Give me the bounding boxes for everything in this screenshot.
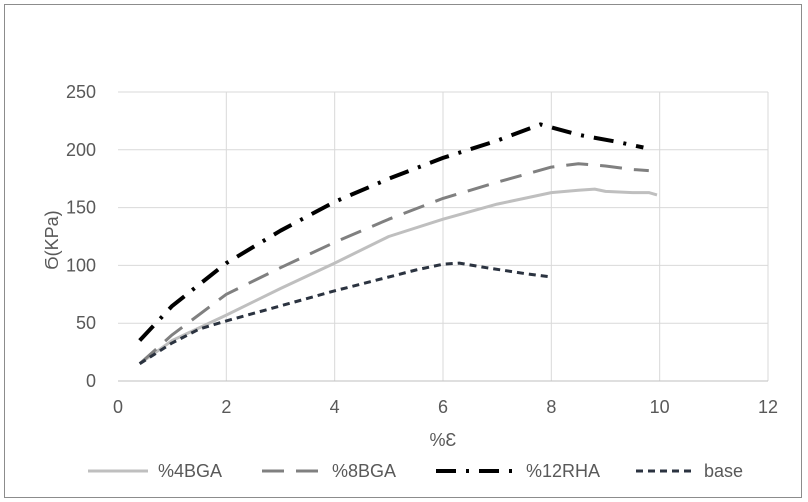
- legend-label: %4BGA: [158, 461, 222, 481]
- y-tick-label: 250: [66, 82, 96, 102]
- chart-frame: [4, 4, 802, 498]
- legend-label: %8BGA: [332, 461, 396, 481]
- y-tick-label: 100: [66, 255, 96, 275]
- legend: %4BGA %8BGA %12RHA base: [88, 461, 743, 481]
- x-tick-label: 8: [546, 397, 556, 417]
- series-line-12rha: [138, 122, 644, 342]
- legend-label: %12RHA: [526, 461, 600, 481]
- y-tick-label: 0: [86, 371, 96, 391]
- y-tick-label: 50: [76, 313, 96, 333]
- x-axis-label: %Ɛ: [430, 430, 457, 450]
- y-axis-label: Ϭ(KPa): [42, 210, 62, 269]
- gridlines: [118, 91, 769, 381]
- series-lines: [138, 122, 658, 365]
- x-tick-label: 6: [438, 397, 448, 417]
- series-line-8bga: [138, 162, 649, 365]
- x-tick-label: 4: [330, 397, 340, 417]
- x-tick-label: 2: [221, 397, 231, 417]
- x-tick-label: 0: [113, 397, 123, 417]
- x-tick-label: 10: [650, 397, 670, 417]
- series-line-base: [138, 261, 552, 365]
- y-tick-label: 200: [66, 140, 96, 160]
- x-tick-label: 12: [758, 397, 778, 417]
- series-line-4bga: [138, 187, 658, 365]
- y-tick-label: 150: [66, 198, 96, 218]
- legend-label: base: [704, 461, 743, 481]
- tick-labels: 0 50 100 150 200 250 0 2 4 6 8 10 12: [66, 82, 778, 417]
